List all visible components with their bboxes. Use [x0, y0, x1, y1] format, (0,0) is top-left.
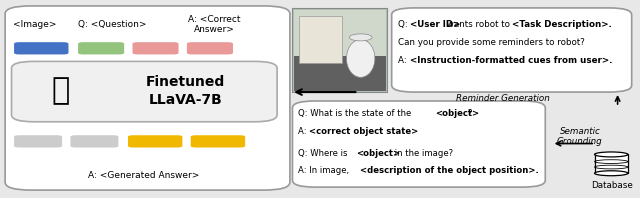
- Text: 🔥: 🔥: [52, 77, 70, 106]
- Text: A:: A:: [398, 56, 410, 65]
- FancyBboxPatch shape: [292, 101, 545, 187]
- Bar: [299, 16, 342, 63]
- FancyBboxPatch shape: [14, 135, 62, 148]
- Bar: [294, 56, 386, 91]
- Text: Q: What is the state of the: Q: What is the state of the: [298, 109, 413, 118]
- Text: Q: Where is: Q: Where is: [298, 149, 350, 158]
- Text: A: In image,: A: In image,: [298, 166, 351, 175]
- FancyBboxPatch shape: [132, 42, 179, 54]
- Text: Q: <Question>: Q: <Question>: [77, 20, 147, 29]
- FancyBboxPatch shape: [5, 6, 290, 190]
- Bar: [292, 8, 387, 92]
- Ellipse shape: [595, 171, 628, 176]
- Text: <object>: <object>: [435, 109, 479, 118]
- Bar: [595, 154, 628, 173]
- FancyBboxPatch shape: [191, 135, 245, 148]
- FancyBboxPatch shape: [70, 135, 118, 148]
- Text: Reminder Generation: Reminder Generation: [456, 93, 549, 103]
- Text: <Task Description>.: <Task Description>.: [512, 20, 612, 29]
- FancyBboxPatch shape: [12, 61, 277, 122]
- FancyBboxPatch shape: [128, 135, 182, 148]
- FancyBboxPatch shape: [14, 42, 68, 54]
- FancyBboxPatch shape: [78, 42, 124, 54]
- Text: <Image>: <Image>: [13, 20, 57, 29]
- Text: Q:: Q:: [398, 20, 411, 29]
- FancyBboxPatch shape: [187, 42, 233, 54]
- Text: Database: Database: [591, 181, 633, 190]
- Circle shape: [349, 34, 372, 41]
- Text: Semantic
Grounding: Semantic Grounding: [557, 127, 603, 146]
- Text: <User ID>: <User ID>: [410, 20, 460, 29]
- FancyBboxPatch shape: [392, 8, 632, 92]
- Text: <Instruction-formatted cues from user>.: <Instruction-formatted cues from user>.: [410, 56, 612, 65]
- Text: Can you provide some reminders to robot?: Can you provide some reminders to robot?: [398, 38, 585, 47]
- Ellipse shape: [346, 39, 375, 77]
- Ellipse shape: [595, 152, 628, 157]
- Text: wants robot to: wants robot to: [444, 20, 513, 29]
- Text: <correct object state>: <correct object state>: [309, 127, 419, 136]
- Text: <object>: <object>: [356, 149, 401, 158]
- Text: in the image?: in the image?: [392, 149, 454, 158]
- Text: <description of the object position>.: <description of the object position>.: [360, 166, 539, 175]
- Text: A:: A:: [298, 127, 309, 136]
- Text: A: <Correct
Answer>: A: <Correct Answer>: [188, 15, 241, 34]
- Bar: [294, 10, 386, 58]
- Text: A: <Generated Answer>: A: <Generated Answer>: [88, 171, 200, 180]
- Text: ?: ?: [467, 109, 472, 118]
- Text: Finetuned
LLaVA-7B: Finetuned LLaVA-7B: [146, 75, 225, 107]
